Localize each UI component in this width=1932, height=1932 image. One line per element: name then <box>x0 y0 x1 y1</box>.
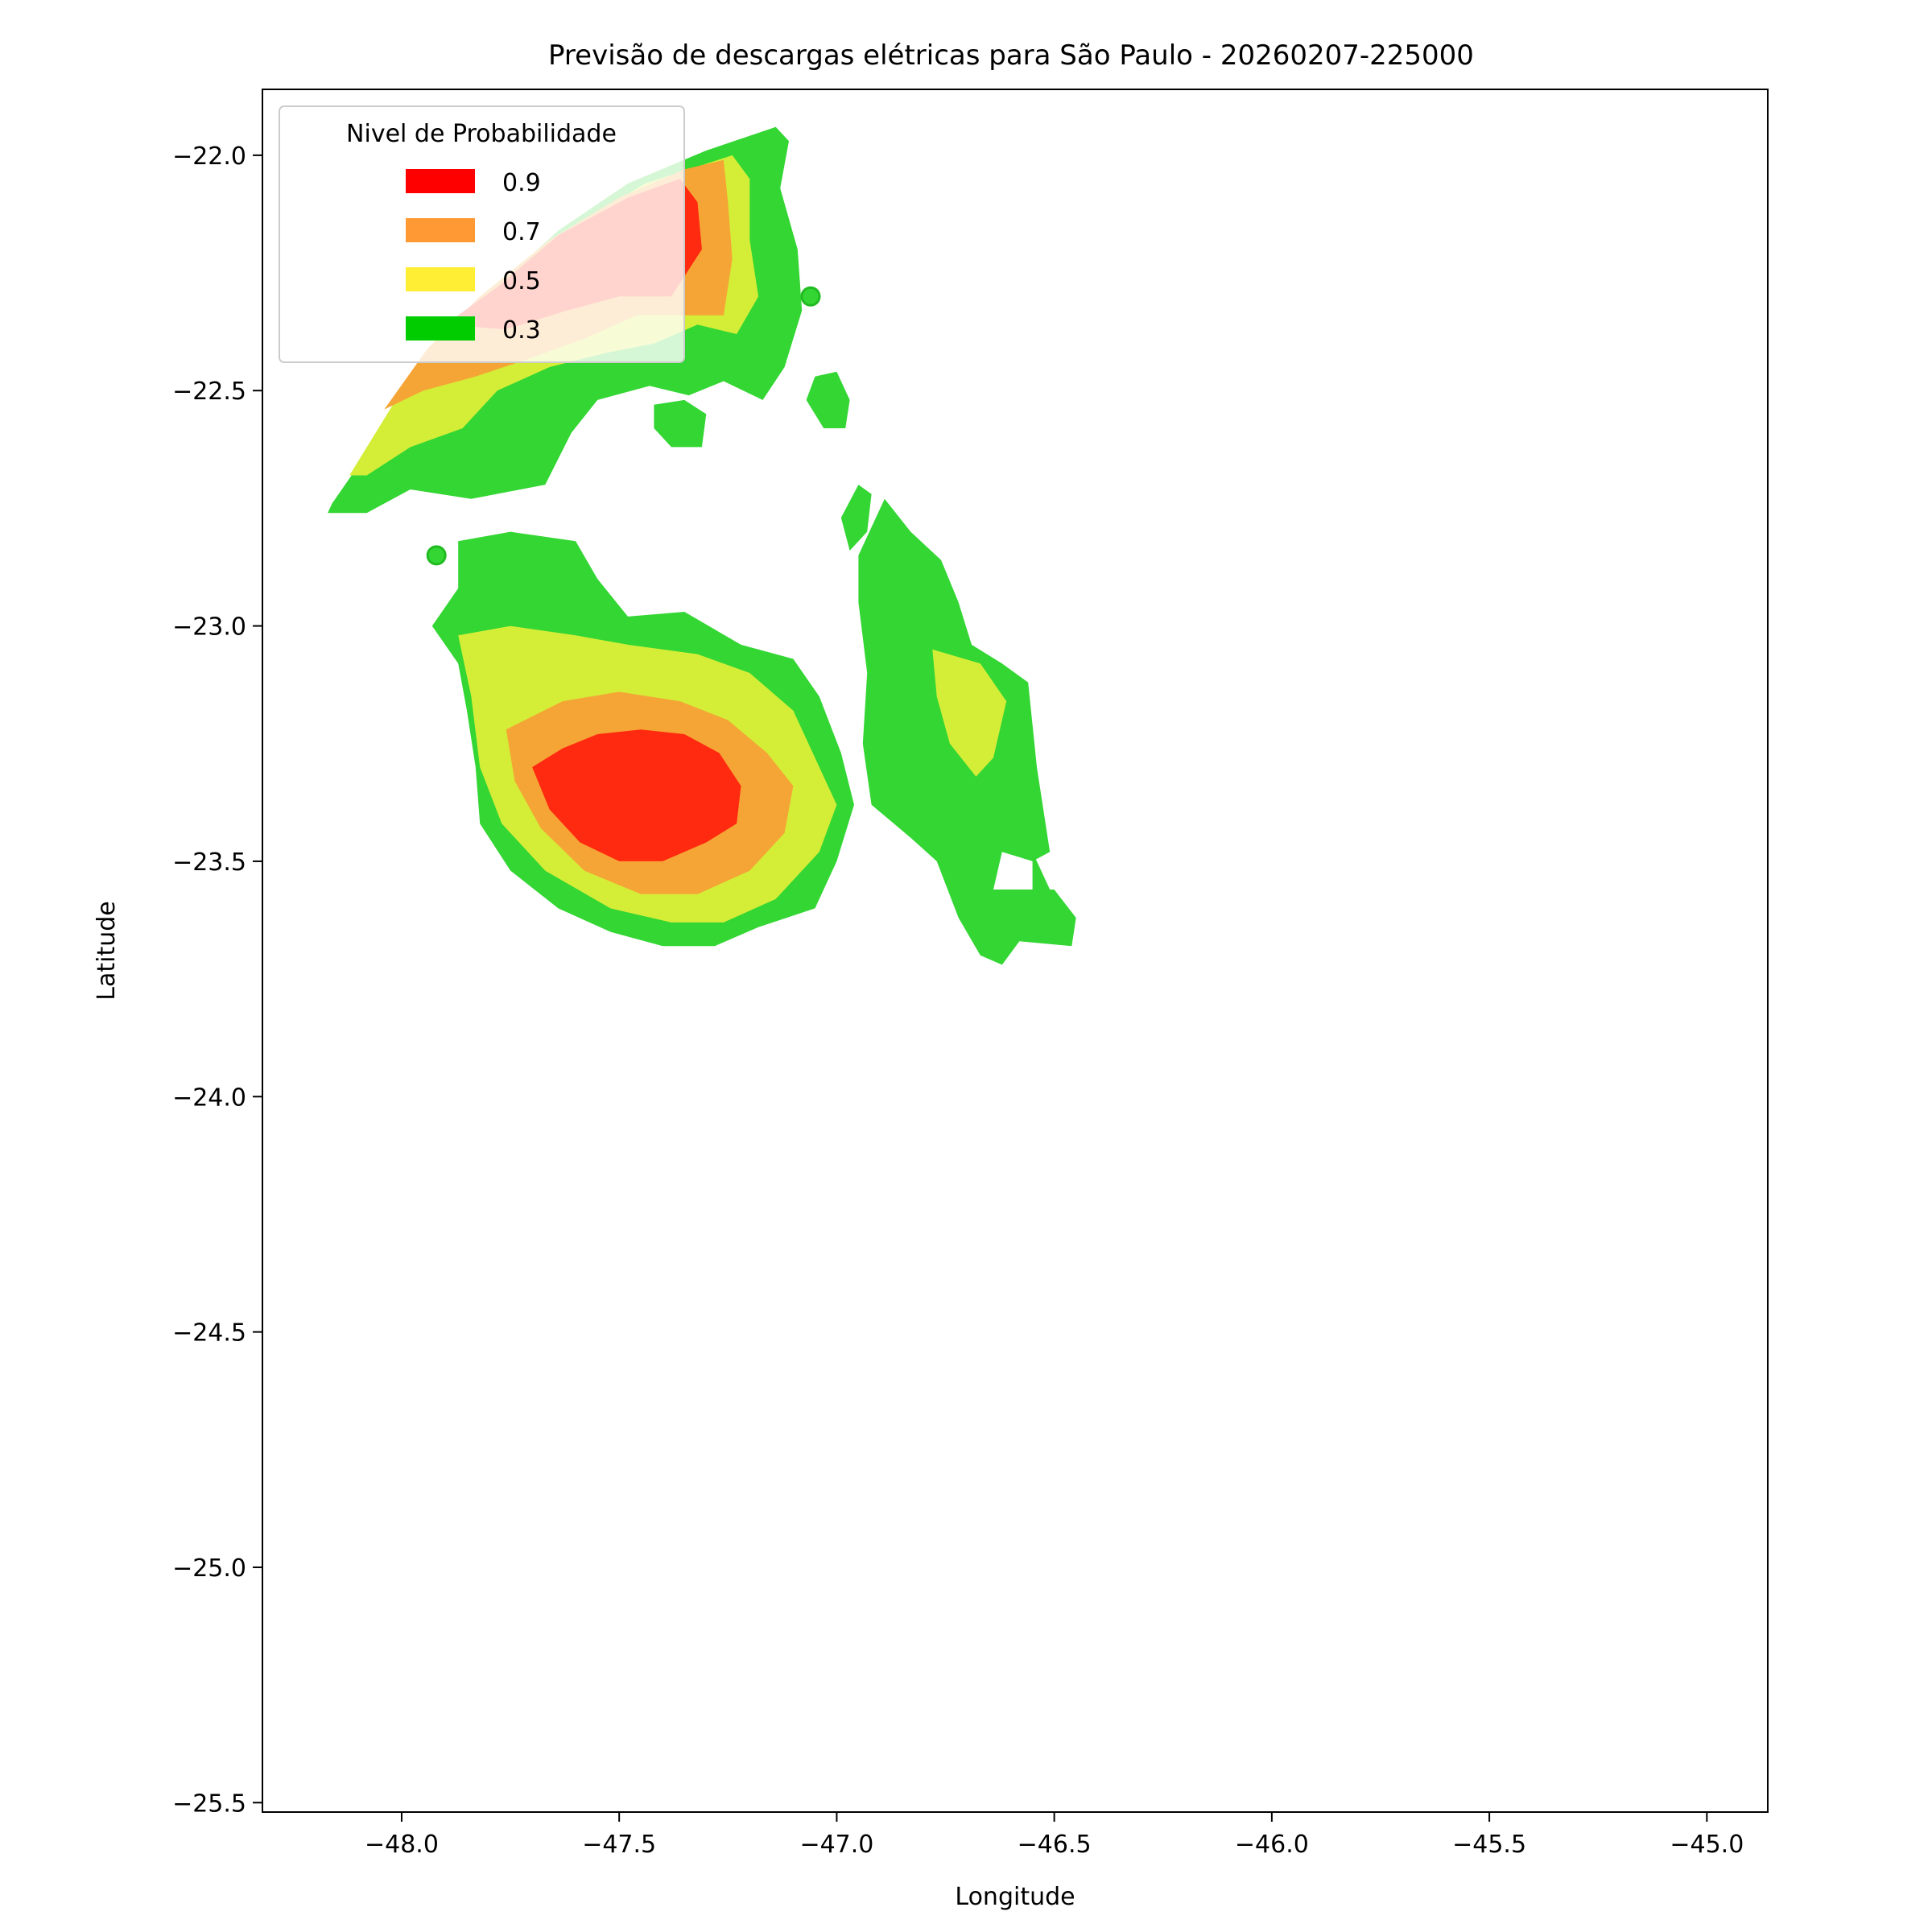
legend-swatch-05 <box>406 267 475 291</box>
legend-label-05: 0.5 <box>502 267 541 295</box>
mid-fragment-level-03 <box>840 485 872 551</box>
legend-label-03: 0.3 <box>502 316 541 345</box>
y-tick-label: −24.5 <box>172 1319 246 1348</box>
y-tick-label: −22.0 <box>172 142 246 171</box>
x-axis: −48.0 −47.5 −47.0 −46.5 −46.0 −45.5 −45.0 <box>365 1812 1744 1859</box>
probability-markers <box>426 286 821 566</box>
x-tick-label: −45.5 <box>1452 1831 1526 1859</box>
plot-frame <box>262 89 1769 1813</box>
probability-marker-1 <box>800 286 821 307</box>
y-tick-label: −23.0 <box>172 613 246 642</box>
x-tick-label: −45.0 <box>1670 1831 1744 1859</box>
legend-label-07: 0.7 <box>502 218 541 246</box>
x-tick-label: −46.0 <box>1235 1831 1309 1859</box>
y-axis: −22.0 −22.5 −23.0 −23.5 −24.0 −24.5 −25.0 −25.5 <box>172 142 262 1818</box>
probability-marker-2 <box>426 545 447 566</box>
east-strip-level-05 <box>932 649 1007 777</box>
north-blob-a-level-03 <box>806 371 850 428</box>
legend-entries: 0.9 0.7 0.5 0.3 <box>406 169 541 345</box>
y-tick-label: −24.0 <box>172 1084 246 1112</box>
central-cell-level-09 <box>532 729 741 861</box>
legend-box <box>279 105 685 363</box>
x-tick-label: −48.0 <box>365 1831 439 1859</box>
y-tick-label: −25.0 <box>172 1554 246 1583</box>
y-axis-label: Latitude <box>93 901 121 1000</box>
legend-title: Nivel de Probabilidade <box>346 120 617 148</box>
y-tick-label: −25.5 <box>172 1790 246 1818</box>
x-tick-label: −47.5 <box>582 1831 656 1859</box>
east-tail-level-03 <box>1032 852 1067 942</box>
legend-swatch-03 <box>406 316 475 341</box>
legend-label-09: 0.9 <box>502 169 541 197</box>
chart-title: Previsão de descargas elétricas para São… <box>548 39 1474 72</box>
north-blob-b-level-03 <box>654 399 707 448</box>
x-tick-label: −46.5 <box>1018 1831 1092 1859</box>
legend-swatch-07 <box>406 218 475 242</box>
x-tick-label: −47.0 <box>799 1831 873 1859</box>
x-axis-label: Longitude <box>955 1883 1075 1911</box>
y-tick-label: −22.5 <box>172 378 246 406</box>
legend-swatch-09 <box>406 169 475 193</box>
y-tick-label: −23.5 <box>172 848 246 877</box>
legend: Nivel de Probabilidade 0.9 0.7 0.5 0.3 <box>279 105 685 363</box>
